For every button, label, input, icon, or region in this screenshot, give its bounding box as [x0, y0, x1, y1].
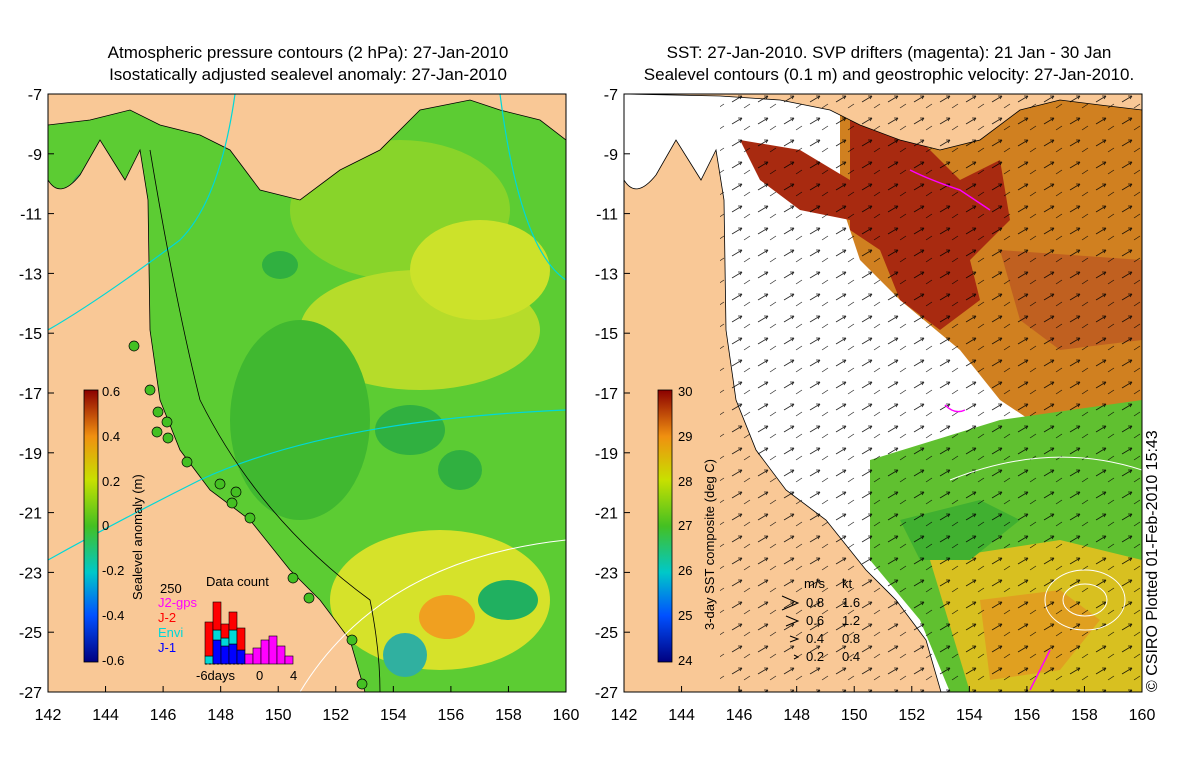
left-title-line1: Atmospheric pressure contours (2 hPa): 2…	[107, 43, 509, 62]
right-lat-label: -21	[595, 506, 618, 523]
legend-envi: Envi	[158, 625, 183, 640]
left-map	[48, 94, 566, 692]
svg-text:m/s: m/s	[804, 576, 825, 591]
right-lon-label: 150	[841, 707, 868, 724]
svg-text:-0.4: -0.4	[102, 608, 124, 623]
drifter-track-2	[944, 404, 966, 413]
legend-j1: J-1	[158, 640, 176, 655]
svg-text:0.6: 0.6	[102, 384, 120, 399]
left-lon-label: 144	[92, 707, 119, 724]
svg-text:27: 27	[678, 518, 692, 533]
svg-text:1.2: 1.2	[842, 613, 860, 628]
left-lat-label: -19	[19, 446, 42, 463]
left-lat-label: -9	[28, 147, 42, 164]
velocity-field	[720, 94, 1142, 692]
svg-text:29: 29	[678, 429, 692, 444]
data-count-x-0: -6days	[196, 668, 236, 683]
left-lon-label: 156	[438, 707, 465, 724]
credit-text: © CSIRO Plotted 01-Feb-2010 15:43	[1144, 430, 1161, 692]
left-lat-label: -7	[28, 87, 42, 104]
left-lat-label: -27	[19, 685, 42, 702]
svg-text:26: 26	[678, 563, 692, 578]
left-lat-label: -25	[19, 625, 42, 642]
svg-text:0.4: 0.4	[102, 429, 120, 444]
sst-colorbar	[657, 389, 673, 663]
right-lat-label: -15	[595, 326, 618, 343]
axes-labels: -7 -9 -11 -13 -15 -17 -19 -21 -23 -25 -27 142 144 146…	[19, 87, 1156, 724]
right-map	[624, 94, 1142, 692]
data-count-x-2: 4	[290, 668, 297, 683]
right-lon-label: 158	[1071, 707, 1098, 724]
svg-text:28: 28	[678, 474, 692, 489]
right-lat-label: -19	[595, 446, 618, 463]
svg-text:0.6: 0.6	[806, 613, 824, 628]
drifter-track-1	[909, 169, 991, 211]
left-lon-label: 158	[495, 707, 522, 724]
drifter-track-3	[1029, 649, 1051, 691]
svg-text:0.2: 0.2	[102, 474, 120, 489]
right-lon-label: 148	[783, 707, 810, 724]
right-lon-label: 152	[898, 707, 925, 724]
left-lon-label: 150	[265, 707, 292, 724]
right-lon-label: 146	[726, 707, 753, 724]
svg-text:0.4: 0.4	[806, 631, 824, 646]
right-lat-label: -25	[595, 625, 618, 642]
right-title-line2: Sealevel contours (0.1 m) and geostrophi…	[643, 65, 1135, 84]
left-lon-label: 146	[150, 707, 177, 724]
right-lon-label: 160	[1129, 707, 1156, 724]
right-lon-label: 154	[956, 707, 983, 724]
left-land-png	[48, 94, 566, 201]
left-lat-label: -11	[20, 207, 42, 224]
right-lon-label: 144	[668, 707, 695, 724]
left-title-line2: Isostatically adjusted sealevel anomaly:…	[109, 65, 507, 84]
svg-text:30: 30	[678, 384, 692, 399]
left-lat-label: -13	[19, 266, 42, 283]
sst-colorbar-ticks: 30 29 28 27 26 25 24	[678, 384, 692, 668]
svg-text:0.8: 0.8	[806, 595, 824, 610]
right-lat-label: -9	[604, 147, 618, 164]
sst-colorbar-label: 3-day SST composite (deg C)	[702, 459, 717, 630]
svg-text:-0.2: -0.2	[102, 563, 124, 578]
svg-text:25: 25	[678, 608, 692, 623]
left-lat-label: -15	[19, 326, 42, 343]
data-count-x-1: 0	[256, 668, 263, 683]
left-lon-label: 154	[380, 707, 407, 724]
left-lon-label: 152	[322, 707, 349, 724]
left-lat-label: -23	[19, 565, 42, 582]
right-lat-label: -27	[595, 685, 618, 702]
right-lat-label: -7	[604, 87, 618, 104]
svg-text:-0.6: -0.6	[102, 653, 124, 668]
data-count-inset: 250 Data count J2-gps J-2 Envi J-1	[158, 574, 297, 683]
right-lat-label: -13	[595, 266, 618, 283]
left-lat-label: -17	[19, 386, 42, 403]
left-lon-label: 160	[553, 707, 580, 724]
data-count-title: Data count	[206, 574, 269, 589]
svg-text:0.8: 0.8	[842, 631, 860, 646]
data-count-max: 250	[160, 581, 182, 596]
velocity-legend: m/s kt 0.8 1.6 0.6 1.2 0.4 0.8 0.2 0.4	[781, 576, 860, 664]
left-lon-label: 142	[35, 707, 62, 724]
right-lon-label: 142	[611, 707, 638, 724]
svg-text:0.4: 0.4	[842, 649, 860, 664]
svg-text:24: 24	[678, 653, 692, 668]
right-title-line1: SST: 27-Jan-2010. SVP drifters (magenta)…	[666, 43, 1112, 62]
svg-text:0: 0	[102, 518, 109, 533]
svg-text:kt: kt	[842, 576, 853, 591]
tide-gauge-markers	[128, 340, 368, 690]
sla-colorbar-ticks: 0.6 0.4 0.2 0 -0.2 -0.4 -0.6	[102, 384, 124, 668]
sla-colorbar-label: Sealevel anomaly (m)	[130, 474, 145, 600]
left-lat-label: -21	[19, 506, 42, 523]
right-lon-label: 156	[1014, 707, 1041, 724]
left-lon-label: 148	[207, 707, 234, 724]
svg-text:0.2: 0.2	[806, 649, 824, 664]
sla-colorbar	[83, 389, 99, 663]
legend-j2: J-2	[158, 610, 176, 625]
right-lat-label: -17	[595, 386, 618, 403]
svg-text:1.6: 1.6	[842, 595, 860, 610]
right-lat-label: -23	[595, 565, 618, 582]
legend-j2gps: J2-gps	[158, 595, 198, 610]
right-lat-label: -11	[596, 207, 618, 224]
